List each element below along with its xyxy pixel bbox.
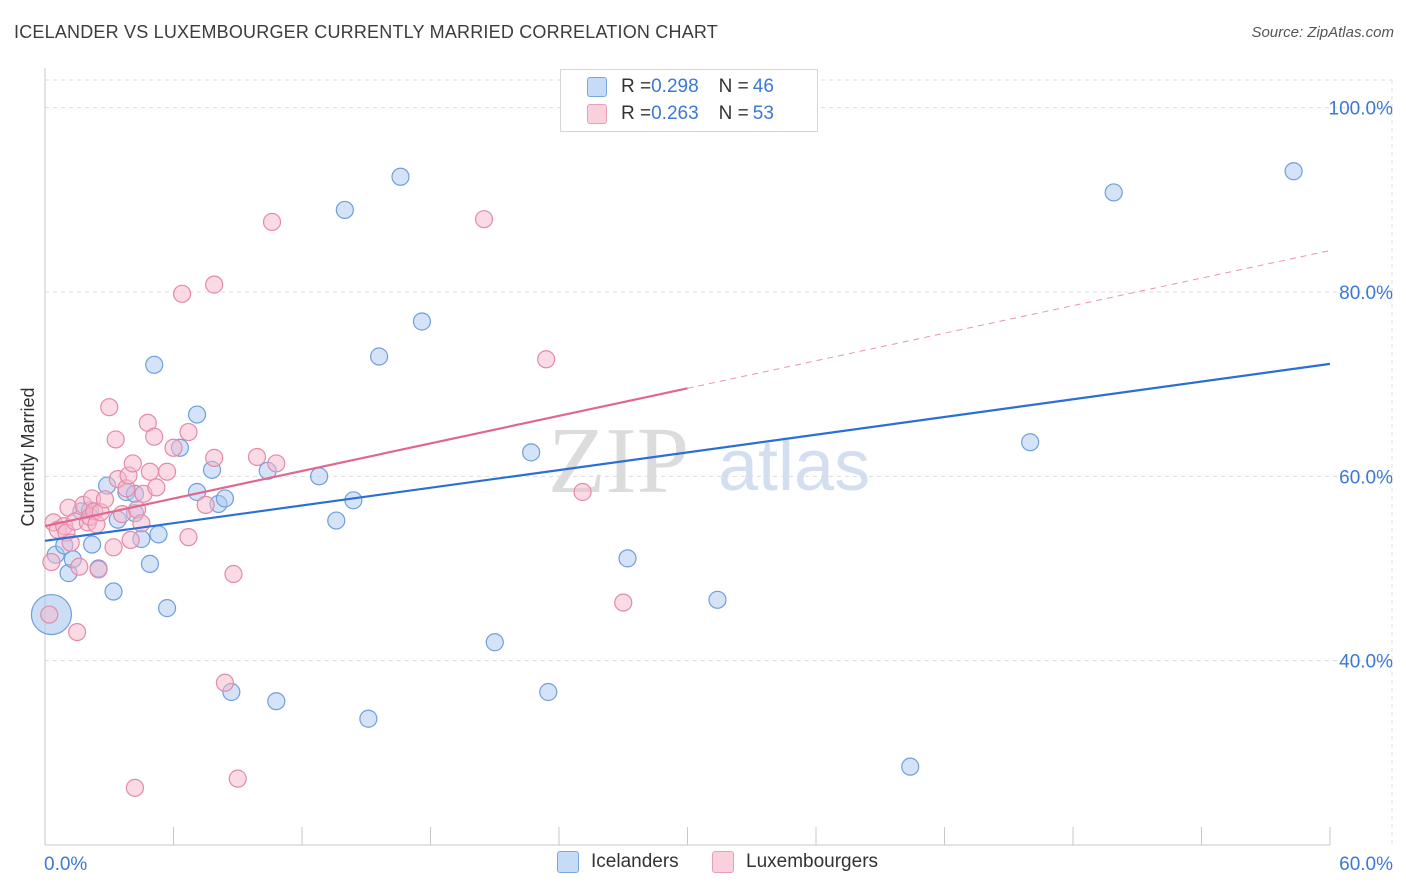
legend-r-label: R = [621, 76, 652, 97]
point-icelanders [539, 682, 558, 702]
point-icelanders [618, 549, 637, 568]
point-icelanders [267, 692, 286, 711]
point-luxembourgers [196, 495, 215, 514]
y-axis-label: Currently Married [18, 387, 38, 526]
point-luxembourgers [247, 447, 267, 467]
legend-n-label: N = [718, 76, 749, 97]
point-luxembourgers [205, 448, 224, 467]
legend-row-luxembourgers: R = 0.263 N = 53 [587, 101, 774, 127]
legend-swatch-luxembourgers [712, 851, 734, 873]
legend-n-value: 53 [752, 103, 774, 124]
legend-swatch-icelanders [557, 851, 579, 873]
point-luxembourgers [106, 430, 125, 449]
point-icelanders [708, 590, 727, 609]
series-legend: Icelanders Luxembourgers [0, 851, 1406, 877]
point-icelanders [140, 554, 160, 573]
point-luxembourgers [145, 427, 164, 446]
axes-layer [44, 68, 1331, 846]
legend-n-value: 46 [752, 76, 774, 97]
point-luxembourgers [224, 564, 243, 584]
x-tick-label-start: 0.0% [44, 854, 87, 875]
y-tick-label: 60.0% [1339, 467, 1393, 488]
point-luxembourgers [179, 422, 198, 442]
point-icelanders [359, 709, 378, 728]
chart-title: ICELANDER VS LUXEMBOURGER CURRENTLY MARR… [14, 22, 718, 42]
point-luxembourgers [262, 212, 282, 232]
point-luxembourgers [157, 462, 177, 481]
legend-item-luxembourgers[interactable]: Luxembourgers [712, 851, 878, 873]
point-icelanders [522, 443, 541, 462]
point-icelanders [104, 582, 123, 601]
point-icelanders [335, 200, 354, 220]
point-icelanders [327, 511, 346, 530]
watermark: ZIP atlas [548, 409, 870, 513]
point-icelanders [215, 489, 234, 508]
legend-r-label: R = [621, 103, 652, 124]
point-icelanders [149, 525, 168, 544]
trend-layer [44, 250, 1331, 542]
legend-r-value: 0.298 [651, 76, 699, 97]
point-luxembourgers [42, 552, 61, 572]
point-luxembourgers [172, 284, 192, 303]
point-luxembourgers [205, 275, 224, 294]
point-luxembourgers [123, 454, 142, 473]
point-icelanders [157, 599, 177, 618]
point-luxembourgers [89, 560, 108, 579]
point-icelanders [1284, 162, 1303, 181]
point-luxembourgers [164, 438, 183, 457]
point-icelanders [391, 167, 410, 186]
point-luxembourgers [573, 482, 592, 502]
chart-source: Source: ZipAtlas.com [1251, 24, 1394, 41]
legend-item-icelanders[interactable]: Icelanders [557, 851, 679, 873]
point-icelanders [145, 355, 164, 374]
y-tick-label: 40.0% [1339, 652, 1393, 673]
labels-layer: 40.0% 60.0% 80.0% 100.0% 0.0% 60.0% Currently … [18, 99, 1393, 875]
point-luxembourgers [228, 769, 247, 788]
legend-n-label: N = [718, 103, 749, 124]
point-icelanders [412, 312, 432, 331]
point-icelanders [370, 347, 389, 366]
point-luxembourgers [537, 350, 556, 369]
point-icelanders [83, 535, 102, 554]
trendline-luxembourgers-extrapolated [687, 250, 1331, 389]
legend-label-luxembourgers: Luxembourgers [746, 851, 879, 872]
legend-r-value: 0.263 [651, 103, 699, 124]
legend-swatch-blue [587, 77, 607, 97]
point-luxembourgers [147, 478, 166, 497]
point-luxembourgers [474, 210, 494, 229]
point-icelanders [1021, 433, 1040, 452]
point-luxembourgers [95, 490, 115, 509]
point-luxembourgers [267, 454, 286, 473]
stats-legend: R = 0.298 N = 46 R = 0.263 N = 53 [560, 69, 818, 132]
point-luxembourgers [614, 593, 633, 612]
point-icelanders [187, 405, 207, 424]
watermark-atlas: atlas [718, 426, 870, 506]
point-luxembourgers [215, 673, 234, 692]
point-luxembourgers [179, 528, 198, 547]
point-luxembourgers [140, 462, 160, 481]
point-icelanders [1104, 183, 1123, 202]
point-icelanders [310, 467, 329, 486]
point-icelanders [901, 757, 920, 776]
point-icelanders [485, 633, 504, 652]
point-luxembourgers [40, 605, 59, 624]
legend-label-icelanders: Icelanders [591, 851, 679, 872]
y-tick-label: 80.0% [1339, 283, 1393, 304]
point-luxembourgers [121, 530, 140, 550]
point-luxembourgers [68, 622, 87, 642]
point-luxembourgers [70, 557, 89, 576]
x-tick-label-end: 60.0% [1339, 854, 1393, 875]
point-luxembourgers [104, 538, 123, 557]
legend-swatch-pink [587, 104, 607, 124]
legend-row-icelanders: R = 0.298 N = 46 [587, 74, 774, 100]
trendline-luxembourgers [44, 387, 688, 528]
point-luxembourgers [100, 398, 119, 417]
point-luxembourgers [125, 778, 145, 797]
trendline-icelanders [44, 362, 1331, 542]
y-tick-label: 100.0% [1329, 99, 1394, 120]
